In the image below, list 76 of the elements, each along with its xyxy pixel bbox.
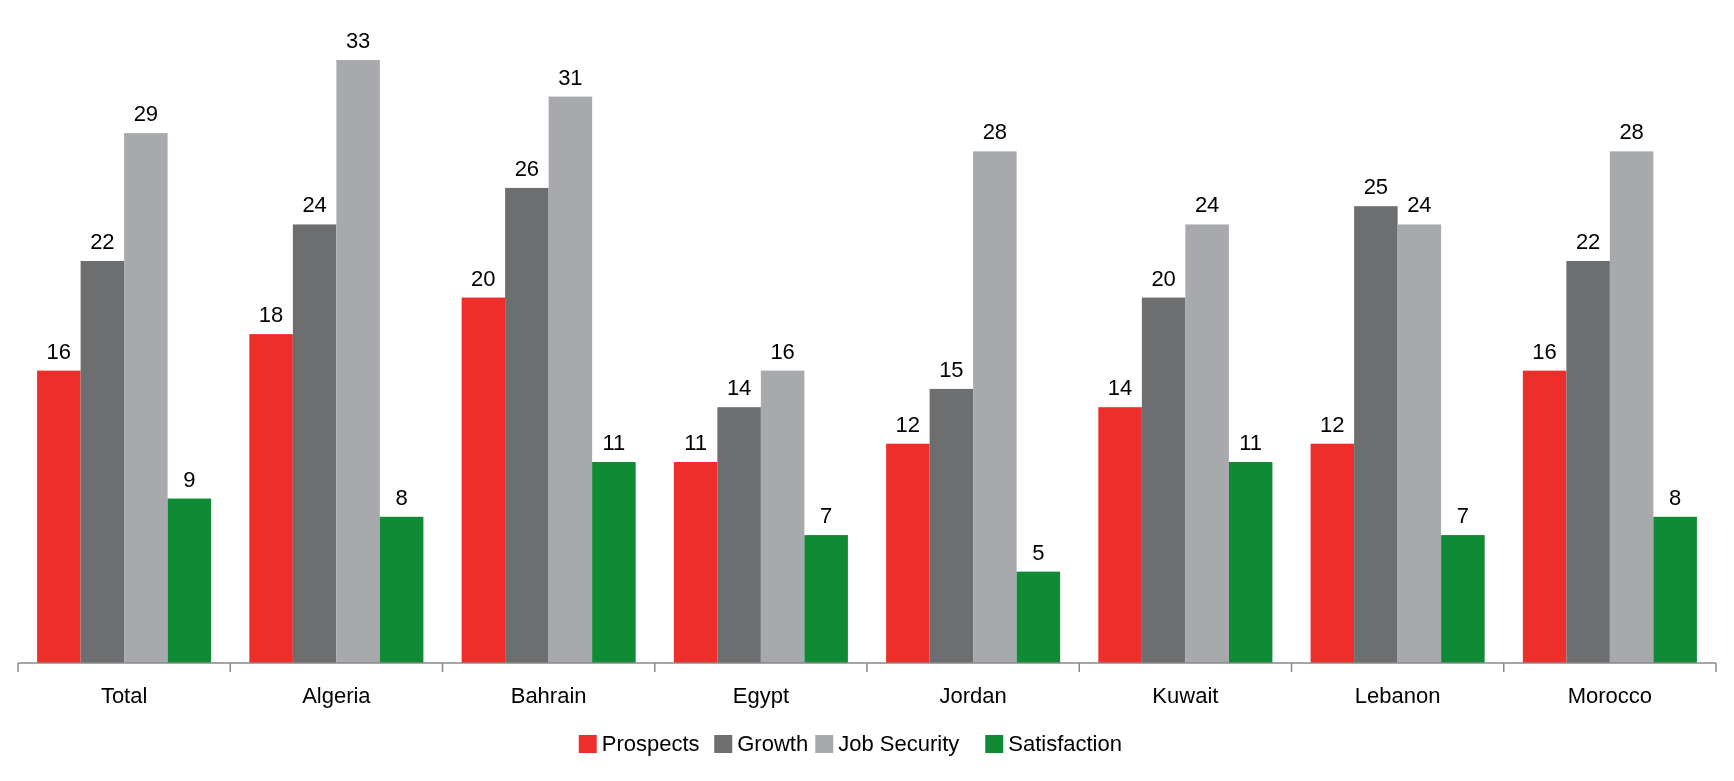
data-label: 11 (602, 430, 626, 455)
bar (973, 151, 1017, 663)
legend-label: Prospects (601, 731, 700, 756)
bar (1098, 407, 1142, 663)
data-label: 12 (1320, 411, 1345, 437)
data-label: 12 (895, 411, 921, 437)
bar (1522, 370, 1567, 663)
data-label: 14 (726, 375, 752, 401)
bar (760, 370, 805, 663)
data-label: 16 (1532, 338, 1557, 364)
data-label: 16 (46, 338, 72, 364)
data-label: 26 (514, 155, 540, 181)
legend-label: Satisfaction (1008, 731, 1122, 756)
bar (249, 334, 293, 663)
data-label: 11 (684, 430, 708, 455)
bar (1609, 151, 1654, 663)
x-tick-label: Jordan (939, 683, 1007, 708)
data-label: 24 (1407, 192, 1432, 218)
data-label: 22 (1575, 229, 1601, 254)
data-label: 7 (1456, 503, 1470, 529)
x-tick-label: Bahrain (510, 683, 587, 708)
x-tick-label: Total (100, 683, 148, 708)
data-label: 28 (1619, 119, 1644, 145)
bar (124, 133, 168, 663)
bar (592, 462, 636, 663)
bar (929, 388, 974, 663)
data-label: 9 (183, 466, 196, 492)
data-label: 20 (471, 265, 496, 291)
legend-label: Growth (737, 731, 809, 756)
data-label: 20 (1151, 265, 1176, 291)
data-label: 8 (395, 484, 408, 510)
data-label: 25 (1363, 174, 1389, 200)
x-tick-label: Algeria (302, 683, 372, 708)
bar (1354, 206, 1398, 663)
bar (1310, 443, 1355, 663)
bar (292, 224, 337, 663)
bar (1397, 224, 1442, 663)
bar (379, 516, 424, 663)
bar (1566, 261, 1610, 663)
data-label: 8 (1669, 484, 1682, 510)
bar (1441, 535, 1485, 663)
bar (1016, 571, 1061, 663)
bar (886, 443, 930, 663)
x-tick-label: Kuwait (1152, 683, 1219, 708)
bar (80, 261, 125, 663)
data-label: 24 (302, 192, 327, 218)
data-label: 31 (558, 64, 583, 90)
bar (1141, 297, 1186, 663)
x-tick-label: Morocco (1567, 683, 1653, 708)
bar (717, 407, 761, 663)
data-label: 33 (345, 28, 371, 53)
bar (673, 462, 718, 663)
bar (505, 187, 549, 663)
data-label: 18 (258, 302, 284, 328)
bar (336, 60, 380, 663)
data-label: 28 (982, 119, 1008, 145)
data-label: 24 (1194, 192, 1220, 218)
bar (1185, 224, 1229, 663)
data-label: 14 (1107, 375, 1133, 401)
data-label: 11 (1239, 430, 1263, 455)
bar (1653, 516, 1697, 663)
bar (37, 370, 81, 663)
data-label: 7 (820, 503, 833, 529)
bar (1228, 462, 1273, 663)
legend-label: Job Security (838, 731, 960, 756)
data-label: 16 (770, 338, 795, 364)
data-label: 15 (939, 356, 964, 382)
data-label: 5 (1032, 539, 1045, 565)
bar (167, 498, 212, 663)
x-tick-label: Lebanon (1354, 683, 1441, 708)
bar (461, 297, 506, 663)
x-tick-label: Egypt (732, 683, 790, 708)
bar (804, 535, 848, 663)
bar (548, 96, 593, 663)
data-label: 22 (90, 229, 115, 254)
data-label: 29 (133, 101, 159, 127)
